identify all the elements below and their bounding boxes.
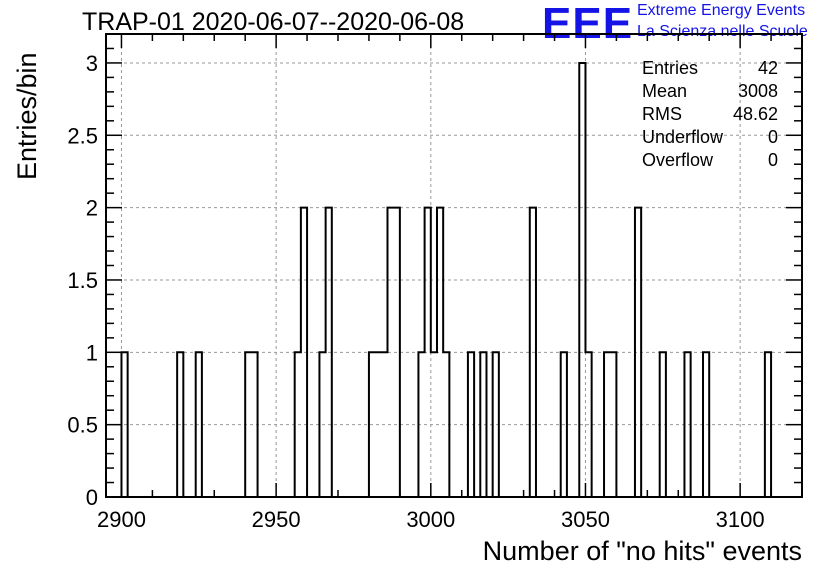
stat-overflow: Overflow 0 (642, 150, 782, 173)
histogram-bin (245, 352, 251, 497)
stat-entries-label: Entries (642, 58, 699, 78)
y-tick-label: 2 (86, 196, 98, 221)
tick-labels: 2900 2950 3000 3050 3100 0 0.5 1 1.5 2 2.5 3 (67, 51, 764, 532)
stat-entries: Entries 42 (642, 58, 782, 81)
x-tick-label: 3000 (406, 507, 455, 532)
y-tick-label: 0.5 (67, 413, 98, 438)
histogram-bin (635, 208, 641, 497)
histogram-bin (765, 352, 771, 497)
histogram-bin (369, 352, 375, 497)
histogram-bin (425, 208, 431, 497)
logo-line-2: La Scienza nelle Scuole (637, 23, 808, 40)
stat-underflow-value: 0 (767, 127, 778, 147)
stats-box: Entries 42 Mean 3008 RMS 48.62 Underflow… (642, 58, 782, 173)
y-tick-label: 3 (86, 51, 98, 76)
histogram-bin (703, 352, 709, 497)
histogram-bin (561, 352, 567, 497)
x-axis-label: Number of "no hits" events (482, 536, 802, 566)
histogram-bin (381, 352, 387, 497)
histogram-bin (493, 352, 499, 497)
histogram-bin (375, 352, 381, 497)
stat-overflow-value: 0 (767, 150, 778, 170)
histogram-bin (394, 208, 400, 497)
histogram-bin (177, 352, 183, 497)
histogram-bin (684, 352, 690, 497)
y-tick-label: 2.5 (67, 123, 98, 148)
x-tick-label: 2900 (97, 507, 146, 532)
histogram-bin (585, 352, 591, 497)
ticks (106, 33, 803, 498)
stat-underflow: Underflow 0 (642, 127, 782, 150)
stat-rms-label: RMS (642, 104, 682, 124)
stat-rms: RMS 48.62 (642, 104, 782, 127)
histogram-bin (431, 352, 437, 497)
stat-mean: Mean 3008 (642, 81, 782, 104)
histogram-bin (480, 352, 486, 497)
logo-line-1: Extreme Energy Events (637, 2, 806, 19)
stat-mean-value: 3008 (737, 81, 778, 101)
y-tick-label: 1.5 (67, 268, 98, 293)
histogram-bin (121, 352, 127, 497)
histogram-bin (530, 208, 536, 497)
histogram-bin (319, 352, 325, 497)
x-tick-label: 3050 (561, 507, 610, 532)
histogram-bin (604, 352, 610, 497)
histogram-bin (387, 208, 393, 497)
stat-entries-value: 42 (757, 58, 778, 78)
histogram-bin (251, 352, 257, 497)
stat-underflow-label: Underflow (642, 127, 724, 147)
histogram-bin (326, 208, 332, 497)
histogram-bin (610, 352, 616, 497)
histogram-bin (443, 352, 449, 497)
histogram-bin (437, 208, 443, 497)
histogram-bin (468, 352, 474, 497)
histogram-bin (295, 352, 301, 497)
chart-title: TRAP-01 2020-06-07--2020-06-08 (82, 8, 465, 36)
stat-mean-label: Mean (642, 81, 688, 101)
y-tick-label: 1 (86, 340, 98, 365)
x-tick-label: 2950 (252, 507, 301, 532)
histogram-bin (196, 352, 202, 497)
x-tick-label: 3100 (716, 507, 765, 532)
y-tick-label: 0 (86, 485, 98, 510)
stat-rms-value: 48.62 (732, 104, 778, 124)
histogram-bin (579, 63, 585, 497)
stat-overflow-label: Overflow (642, 150, 714, 170)
histogram-bin (660, 352, 666, 497)
histogram-bin (418, 352, 424, 497)
histogram-bin (301, 208, 307, 497)
